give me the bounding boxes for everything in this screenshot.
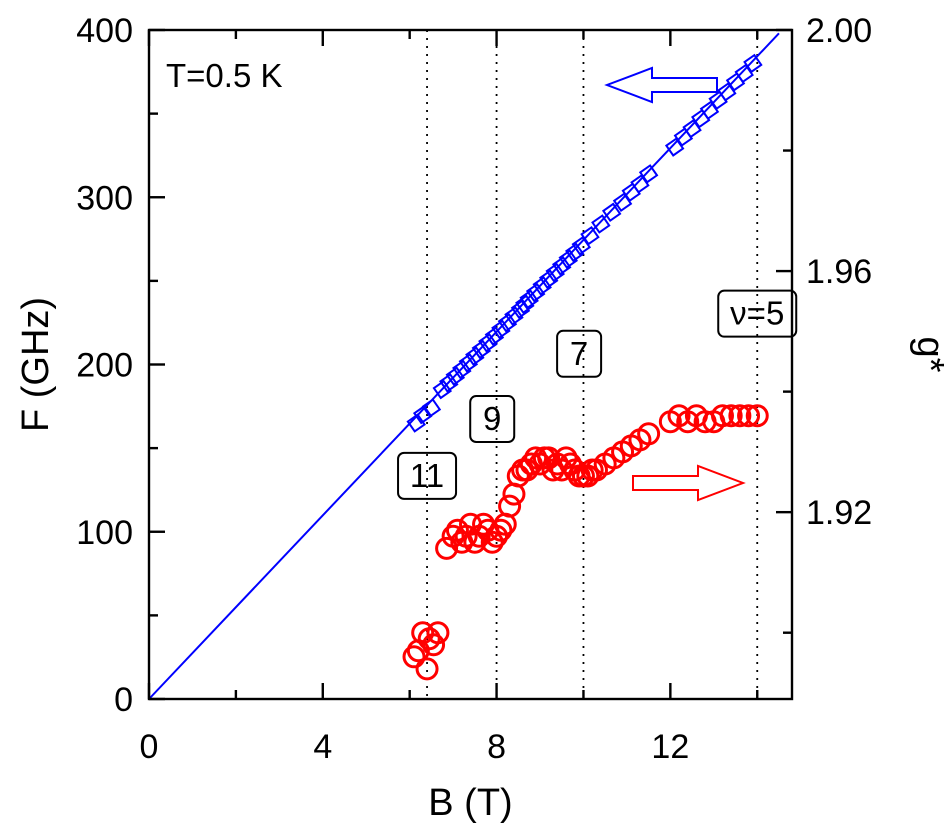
x-tick-label: 0 (140, 728, 159, 766)
filling-factor-label: ν=5 (717, 289, 798, 338)
frequency-point (421, 398, 442, 418)
axis-ticks: 0 4 8 12 0 100 200 300 400 1.92 1.96 2.00 (76, 12, 872, 766)
frequency-point (491, 319, 511, 340)
g-factor-point (637, 422, 661, 446)
frequency-point (432, 379, 453, 400)
filling-factor-text: 7 (570, 335, 588, 372)
y-tick-label: 100 (76, 514, 133, 552)
frequency-point (638, 164, 659, 184)
filling-factor-text: 11 (410, 457, 444, 494)
g-factor-point (710, 404, 734, 428)
frequency-point (565, 242, 585, 263)
frequency-point (452, 359, 472, 380)
temperature-annotation: T=0.5 K (166, 57, 282, 94)
filling-factor-box (469, 395, 516, 444)
g-factor-point (728, 404, 752, 428)
frequency-point (439, 373, 459, 393)
g-factor-point (402, 645, 426, 669)
x-axis-title: B (T) (428, 782, 512, 824)
data-points (402, 53, 769, 681)
y-tick-label: 200 (76, 347, 133, 385)
y-tick-label: 300 (76, 179, 133, 217)
frequency-point (558, 249, 579, 269)
g-factor-point (489, 518, 513, 542)
filling-factor-text: 9 (483, 400, 501, 437)
frequency-point (545, 262, 565, 283)
filling-factor-label: 7 (556, 329, 603, 378)
y2-tick-label: 1.96 (806, 253, 872, 291)
frequency-point (465, 346, 485, 366)
filling-factor-box (717, 289, 798, 338)
frequency-point (743, 53, 763, 74)
g-factor-point (435, 536, 459, 560)
y2-tick-label: 1.92 (806, 494, 872, 532)
axis-arrows (604, 66, 746, 502)
filling-factor-labels: 11 9 7 ν=5 (397, 289, 798, 500)
frequency-point (551, 256, 572, 276)
y-axis-title: F (GHz) (15, 297, 57, 432)
y2-axis-title: g* (909, 337, 945, 373)
right-axis-arrow (632, 464, 746, 502)
g-factor-point (737, 404, 761, 428)
g-factor-point (426, 621, 450, 645)
frequency-point (484, 326, 505, 346)
frequency-point (519, 289, 539, 310)
x-tick-label: 4 (313, 728, 332, 766)
filling-factor-box (397, 451, 458, 500)
y-tick-label: 400 (76, 12, 133, 50)
frequency-point (406, 413, 426, 433)
frequency-point (532, 276, 552, 296)
g-factor-point (415, 657, 439, 681)
frequency-point (601, 202, 622, 223)
frequency-point (478, 333, 498, 353)
g-factor-point (719, 404, 743, 428)
g-factor-point (463, 530, 487, 554)
frequency-point (458, 353, 479, 373)
frequency-point (497, 312, 518, 333)
frequency-point (591, 214, 611, 234)
x-tick-label: 8 (487, 728, 506, 766)
g-factor-point (422, 633, 446, 657)
filling-factor-text: ν=5 (730, 295, 784, 332)
y-tick-label: 0 (114, 681, 133, 719)
x-tick-label: 12 (651, 728, 689, 766)
frequency-point (525, 282, 546, 303)
g-factor-point (498, 494, 522, 518)
frequency-point (445, 366, 466, 386)
frequency-point (580, 225, 600, 246)
frequency-point (538, 269, 559, 289)
filling-factor-label: 11 (397, 451, 458, 500)
g-factor-point (524, 446, 548, 470)
frequency-point (471, 339, 492, 360)
y2-tick-label: 2.00 (806, 12, 872, 50)
filling-factor-box (556, 329, 603, 378)
g-factor-point (745, 404, 769, 428)
frequency-point (412, 404, 433, 425)
frequency-point (504, 306, 524, 326)
left-axis-arrow (604, 66, 718, 104)
filling-factor-label: 9 (469, 395, 516, 444)
